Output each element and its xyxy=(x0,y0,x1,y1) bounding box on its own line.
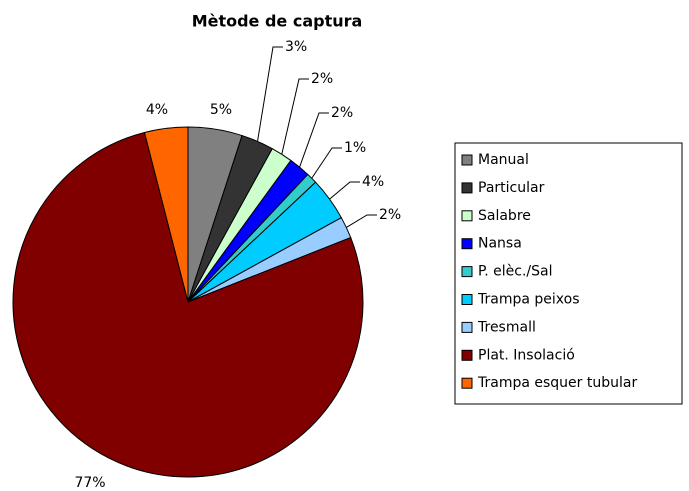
legend-label: Plat. Insolació xyxy=(478,347,575,363)
legend-swatch xyxy=(461,294,473,305)
legend-label: Tresmall xyxy=(477,319,536,335)
data-label: 3% xyxy=(285,39,307,55)
legend-swatch xyxy=(461,182,473,194)
legend-label: Particular xyxy=(478,180,545,196)
data-label: 2% xyxy=(379,207,401,223)
legend-swatch xyxy=(461,321,473,333)
data-label: 5% xyxy=(210,102,232,118)
legend-label: P. elèc./Sal xyxy=(478,264,553,280)
legend-swatch xyxy=(461,266,473,278)
legend-swatch xyxy=(461,377,473,389)
legend-label: Salabre xyxy=(478,208,531,224)
legend-box xyxy=(454,142,683,405)
leader-line xyxy=(281,78,309,155)
legend-label: Trampa peixos xyxy=(477,292,580,308)
leader-line xyxy=(346,214,377,228)
data-label: 4% xyxy=(362,174,384,190)
legend-label: Nansa xyxy=(478,236,522,252)
legend-swatch xyxy=(461,210,473,222)
leader-line xyxy=(299,112,329,168)
data-label: 4% xyxy=(146,102,168,118)
legend-swatch xyxy=(461,238,473,250)
data-label: 1% xyxy=(344,140,366,156)
leader-line xyxy=(329,181,360,200)
pie-slice xyxy=(12,131,364,478)
data-label: 77% xyxy=(74,475,105,491)
pie-slice xyxy=(143,126,189,303)
chart-title: Mètode de captura xyxy=(192,12,363,31)
data-label: 2% xyxy=(331,105,353,121)
legend-label: Trampa esquer tubular xyxy=(477,375,637,391)
legend-label: Manual xyxy=(478,152,529,168)
legend-swatch xyxy=(461,154,473,166)
leader-line xyxy=(257,46,283,142)
leader-line xyxy=(311,147,342,179)
data-label: 2% xyxy=(311,71,333,87)
legend-swatch xyxy=(461,349,473,361)
